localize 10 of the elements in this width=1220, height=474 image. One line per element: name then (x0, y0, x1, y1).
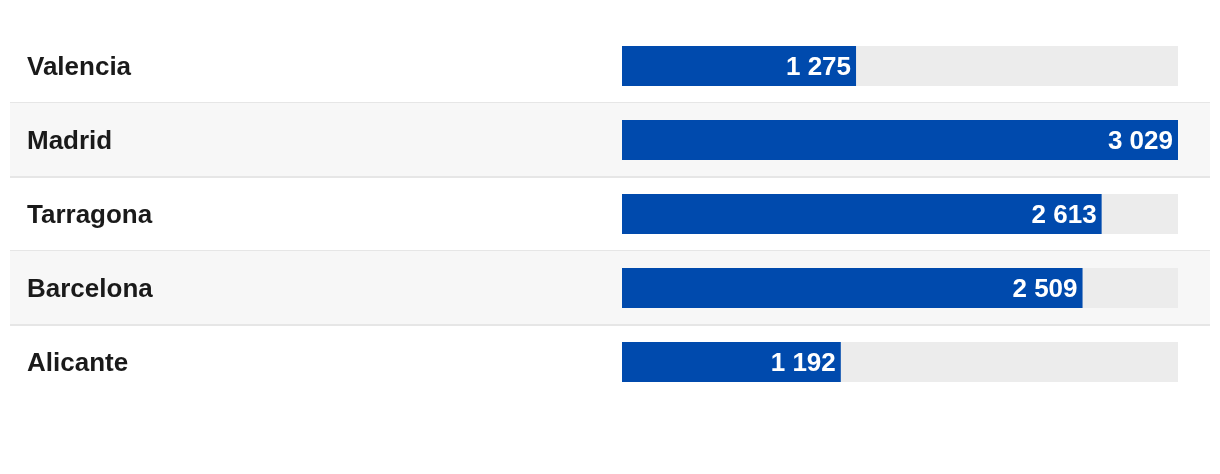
data-label: 1 192 (770, 347, 836, 377)
data-label: 1 275 (785, 51, 852, 81)
data-label: 2 509 (1012, 273, 1078, 303)
y-tick-label: Barcelona (27, 273, 154, 303)
y-tick-label: Alicante (27, 347, 129, 377)
data-label: 3 029 (1107, 125, 1173, 155)
data-label: 2 613 (1031, 199, 1097, 229)
y-tick-label: Valencia (27, 51, 132, 81)
y-tick-label: Tarragona (27, 199, 153, 229)
y-tick-label: Madrid (27, 125, 113, 155)
